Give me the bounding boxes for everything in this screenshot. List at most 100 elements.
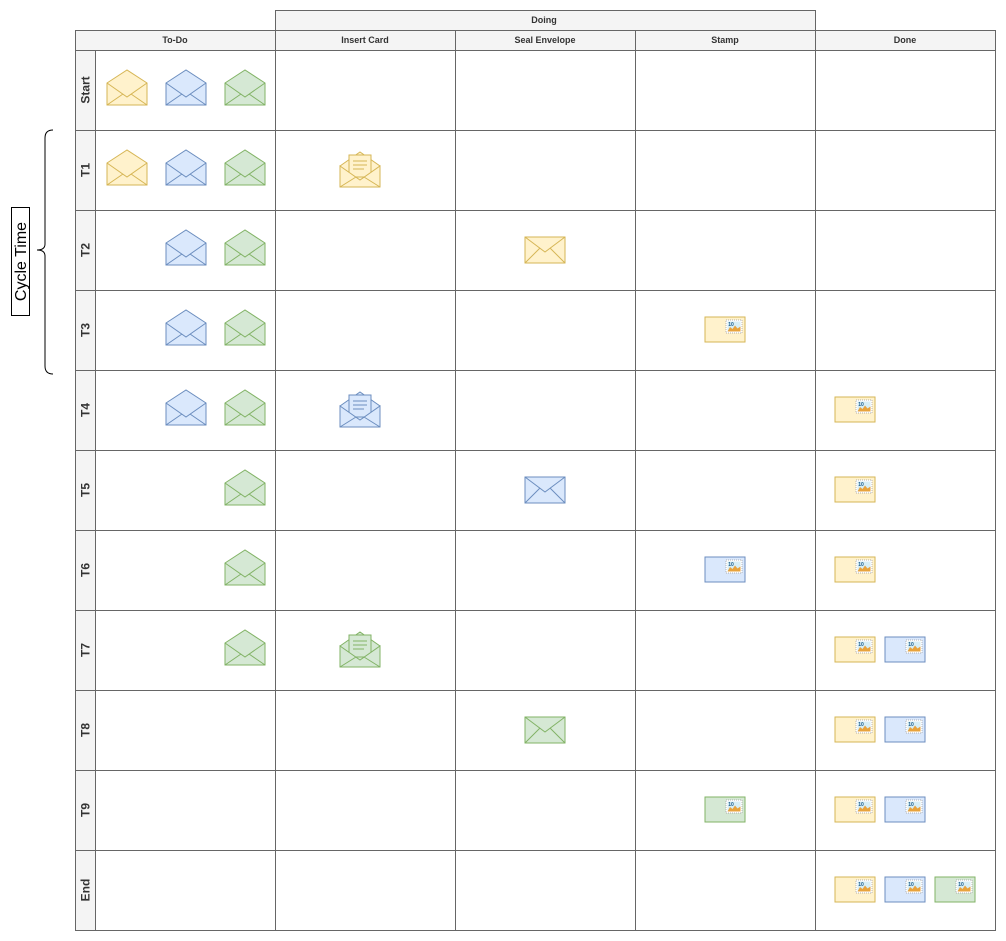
row-label: End — [79, 879, 93, 902]
blue-envelope-with-card-icon — [339, 391, 381, 428]
postage-stamp-icon: 10 — [725, 319, 743, 334]
board-cell — [815, 290, 996, 371]
yellow-stamped-envelope-icon: 10 — [834, 876, 876, 903]
board-grid: Start T1 T2 T3 T4 T5 T6 T7 T8 T9 End — [75, 50, 996, 931]
doing-header: Doing — [275, 10, 816, 31]
column-headers: To-Do Insert Card Seal Envelope Stamp Done — [75, 30, 996, 51]
column-header-seal-envelope: Seal Envelope — [514, 35, 575, 45]
board-cell — [275, 770, 456, 851]
board-cell — [635, 690, 816, 771]
postage-stamp-icon: 10 — [905, 639, 923, 654]
stamp-value: 10 — [958, 882, 964, 888]
postage-stamp-icon: 10 — [905, 719, 923, 734]
yellow-open-envelope-icon — [106, 149, 148, 186]
yellow-open-envelope-icon — [106, 69, 148, 106]
board-cell — [635, 50, 816, 131]
stamp-value: 10 — [858, 642, 864, 648]
stamp-value: 10 — [908, 722, 914, 728]
column-header-done: Done — [894, 35, 917, 45]
postage-stamp-icon: 10 — [855, 719, 873, 734]
yellow-stamped-envelope-icon: 10 — [834, 636, 876, 663]
row-label: T2 — [79, 243, 93, 257]
postage-stamp-icon: 10 — [725, 799, 743, 814]
yellow-sealed-envelope-icon — [524, 236, 566, 264]
blue-stamped-envelope-icon: 10 — [884, 796, 926, 823]
board-cell — [275, 450, 456, 531]
board-cell — [455, 290, 636, 371]
board-cell — [635, 370, 816, 451]
postage-stamp-icon: 10 — [725, 559, 743, 574]
yellow-stamped-envelope-icon: 10 — [834, 556, 876, 583]
board-cell — [815, 850, 996, 931]
green-open-envelope-icon — [224, 389, 266, 426]
blue-open-envelope-icon — [165, 229, 207, 266]
row-label: T4 — [79, 403, 93, 417]
board-cell — [455, 530, 636, 611]
board-cell — [815, 50, 996, 131]
stamp-value: 10 — [908, 882, 914, 888]
stamp-value: 10 — [858, 482, 864, 488]
stamp-value: 10 — [728, 322, 734, 328]
stamp-value: 10 — [858, 722, 864, 728]
row-label: Start — [79, 76, 93, 103]
green-open-envelope-icon — [224, 69, 266, 106]
board-cell — [635, 610, 816, 691]
board-cell — [635, 450, 816, 531]
board-cell — [455, 130, 636, 211]
board-cell — [275, 50, 456, 131]
board-cell — [275, 530, 456, 611]
postage-stamp-icon: 10 — [855, 559, 873, 574]
blue-sealed-envelope-icon — [524, 476, 566, 504]
blue-open-envelope-icon — [165, 69, 207, 106]
green-open-envelope-icon — [224, 469, 266, 506]
stamp-value: 10 — [858, 882, 864, 888]
yellow-stamped-envelope-icon: 10 — [704, 316, 746, 343]
green-open-envelope-icon — [224, 229, 266, 266]
postage-stamp-icon: 10 — [905, 879, 923, 894]
cycle-time-box — [11, 207, 30, 316]
green-open-envelope-icon — [224, 149, 266, 186]
stamp-value: 10 — [908, 802, 914, 808]
row-label: T8 — [79, 723, 93, 737]
blue-stamped-envelope-icon: 10 — [704, 556, 746, 583]
envelope-icons: 10 10 10 10 10 10 10 10 10 10 10 10 10 10 10 — [106, 69, 976, 903]
green-sealed-envelope-icon — [524, 716, 566, 744]
column-header-to-do: To-Do — [162, 35, 188, 45]
board-cell — [95, 850, 276, 931]
postage-stamp-icon: 10 — [855, 799, 873, 814]
board-cell — [275, 850, 456, 931]
cycle-time-annotation: Cycle Time — [11, 129, 54, 375]
board-cell — [815, 130, 996, 211]
board-cell — [275, 690, 456, 771]
board-cell — [455, 370, 636, 451]
row-label: T7 — [79, 643, 93, 657]
yellow-stamped-envelope-icon: 10 — [834, 796, 876, 823]
cycle-time-label: Cycle Time — [13, 222, 30, 301]
board-cell — [455, 610, 636, 691]
blue-stamped-envelope-icon: 10 — [884, 876, 926, 903]
green-open-envelope-icon — [224, 309, 266, 346]
board-cell — [635, 130, 816, 211]
stamp-value: 10 — [858, 802, 864, 808]
board-cell — [455, 50, 636, 131]
board-cell — [275, 210, 456, 291]
column-header-insert-card: Insert Card — [341, 35, 389, 45]
doing-header-label: Doing — [531, 15, 557, 25]
board-cell — [635, 210, 816, 291]
postage-stamp-icon: 10 — [855, 479, 873, 494]
row-label: T9 — [79, 803, 93, 817]
board-cell — [275, 290, 456, 371]
postage-stamp-icon: 10 — [905, 799, 923, 814]
row-label: T5 — [79, 483, 93, 497]
green-stamped-envelope-icon: 10 — [934, 876, 976, 903]
row-label: T1 — [79, 163, 93, 177]
postage-stamp-icon: 10 — [955, 879, 973, 894]
blue-stamped-envelope-icon: 10 — [884, 636, 926, 663]
blue-open-envelope-icon — [165, 309, 207, 346]
yellow-stamped-envelope-icon: 10 — [834, 396, 876, 423]
stamp-value: 10 — [728, 802, 734, 808]
board-cell — [95, 690, 276, 771]
postage-stamp-icon: 10 — [855, 639, 873, 654]
board-cell — [95, 770, 276, 851]
